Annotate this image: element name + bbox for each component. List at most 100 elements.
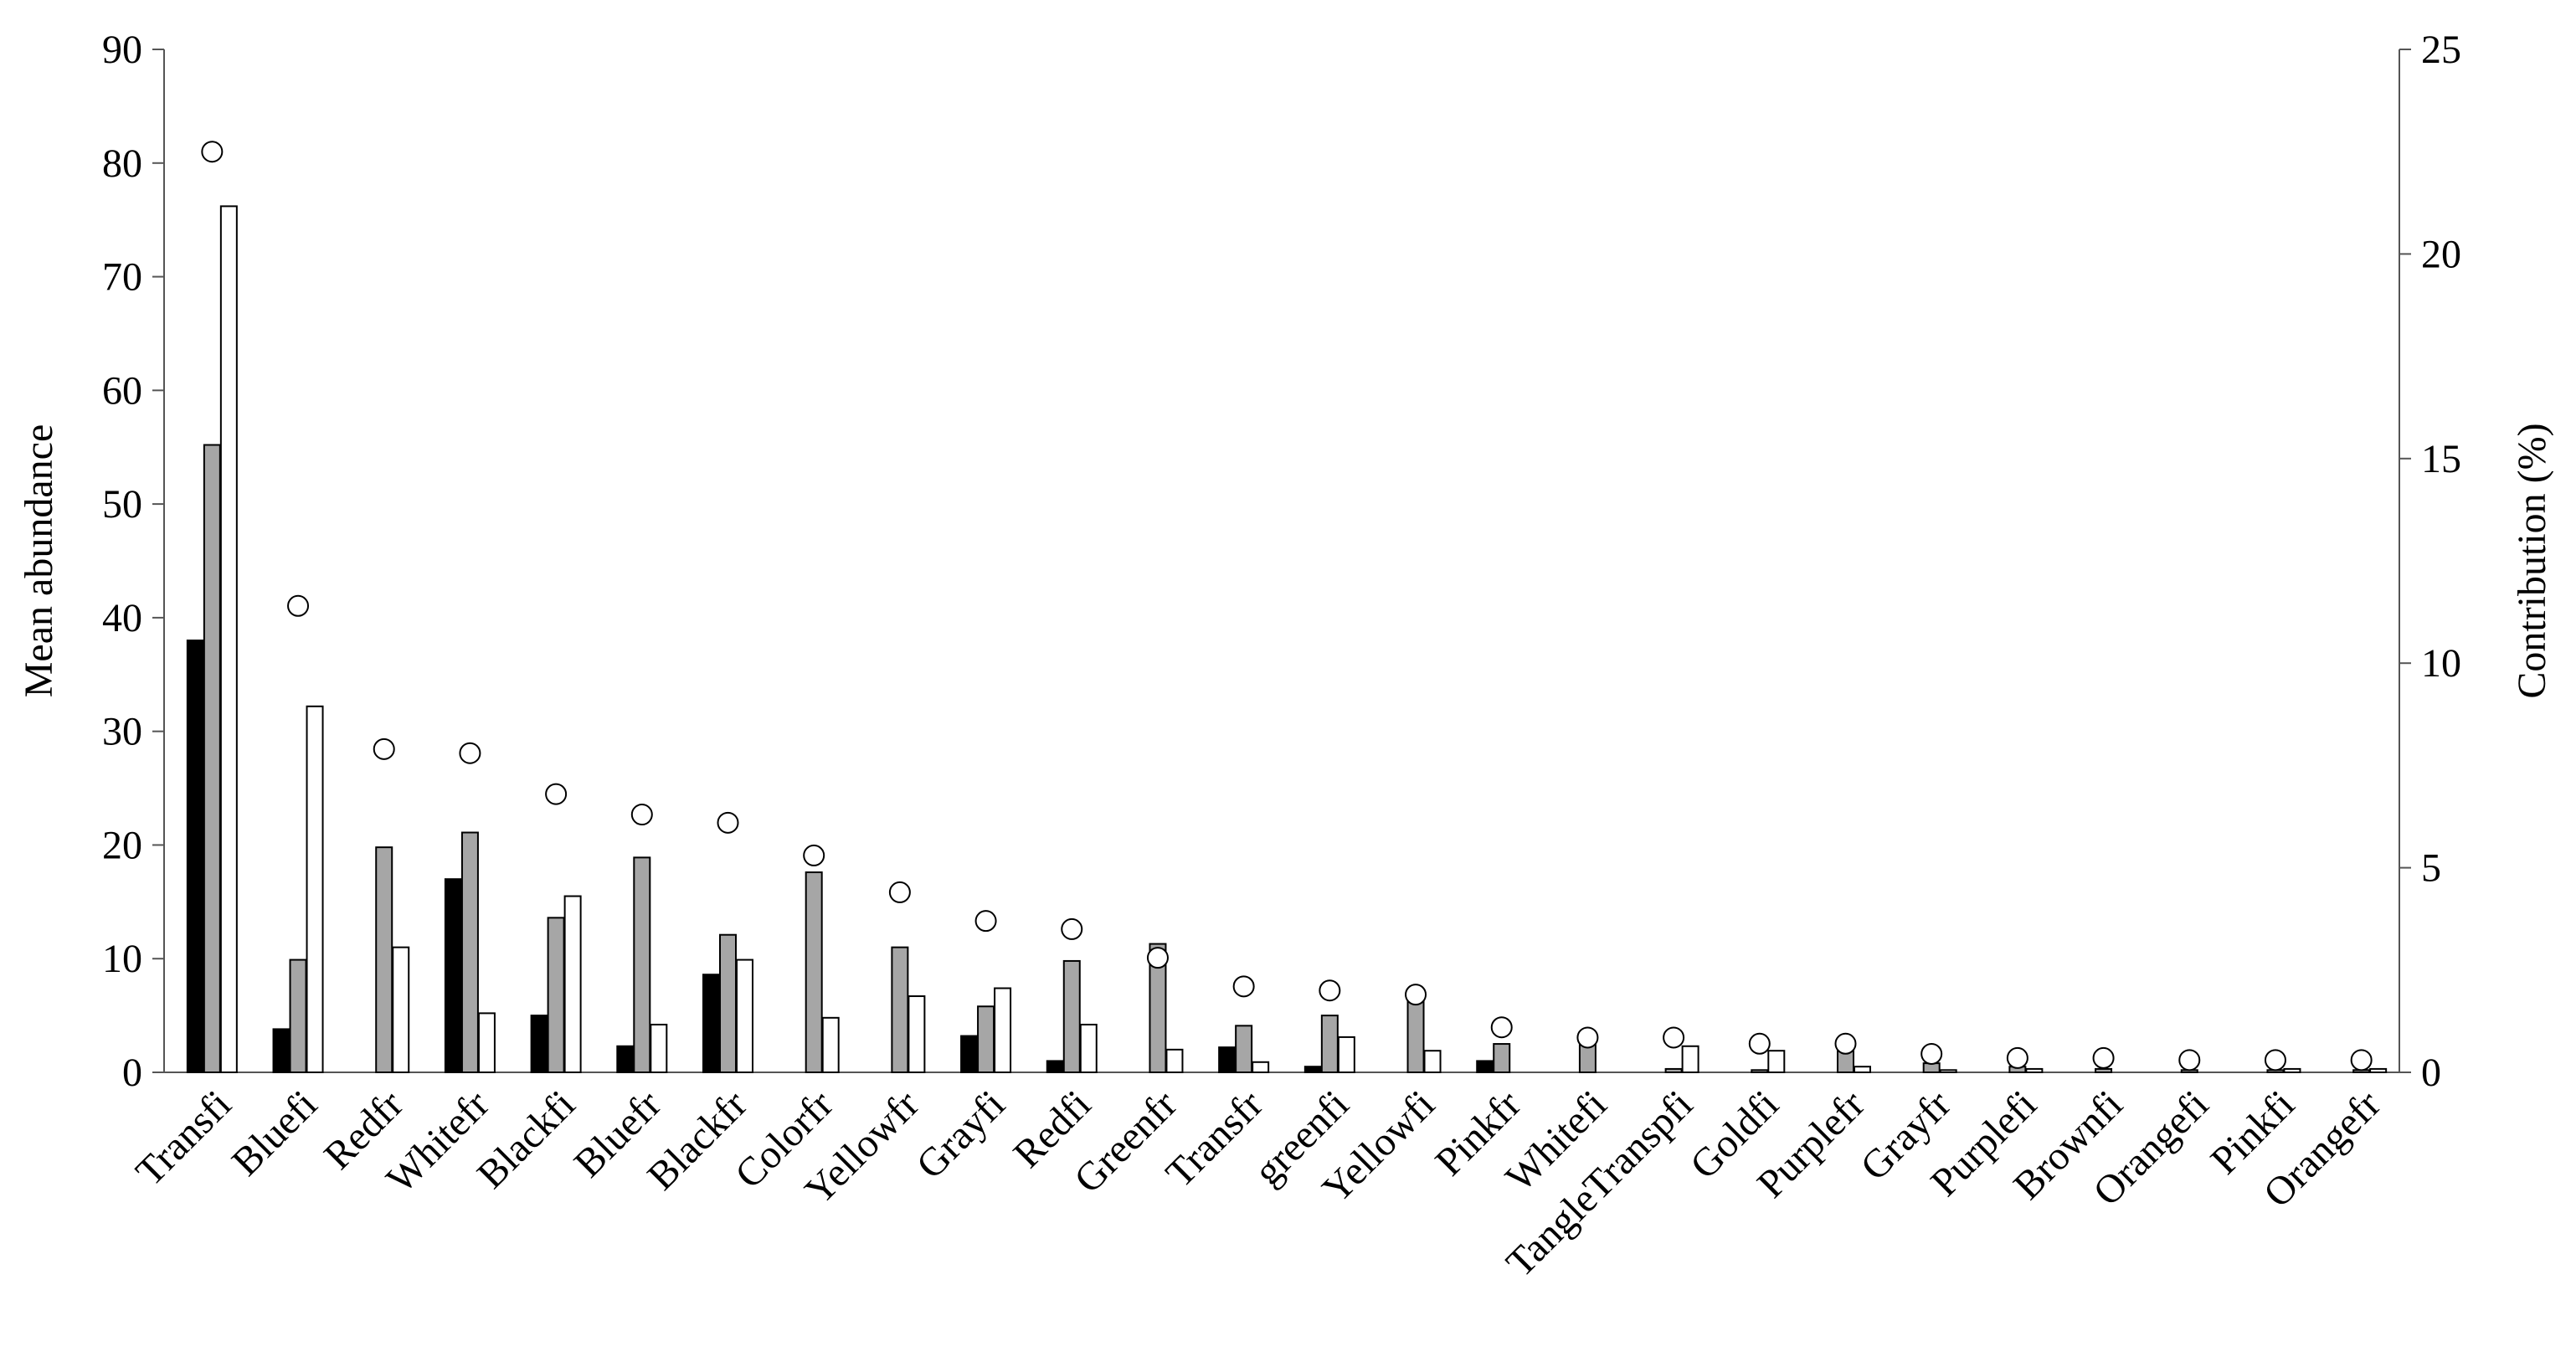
contribution-point: [2264, 1049, 2286, 1072]
contribution-point: [201, 141, 224, 163]
bar: [702, 974, 720, 1073]
bar: [1046, 1060, 1064, 1074]
bar: [736, 958, 753, 1073]
bar: [1681, 1045, 1699, 1074]
contribution-point: [545, 783, 568, 805]
bar: [1664, 1067, 1683, 1073]
bar: [2369, 1067, 2388, 1073]
bar: [1235, 1025, 1253, 1073]
contribution-point: [803, 844, 825, 866]
bar: [821, 1016, 840, 1073]
y-tick-label: 0: [122, 1051, 142, 1095]
bar: [563, 895, 582, 1073]
bar: [1218, 1046, 1237, 1074]
contribution-point: [1490, 1016, 1513, 1039]
contribution-point: [1061, 917, 1083, 940]
contribution-point: [1748, 1032, 1771, 1055]
bar: [1337, 1036, 1355, 1074]
bar: [960, 1035, 979, 1074]
x-tick-label: Blackfr: [639, 1082, 755, 1199]
bar: [1939, 1069, 1957, 1073]
contribution-point: [373, 737, 395, 760]
bar: [289, 958, 307, 1073]
y2-tick-label: 25: [2421, 28, 2461, 72]
contribution-point: [1405, 984, 1427, 1006]
bar: [1493, 1043, 1511, 1073]
contribution-point: [2092, 1046, 2115, 1069]
bar: [477, 1012, 496, 1073]
bar: [891, 946, 909, 1073]
contribution-point: [888, 881, 911, 903]
y-tick-label: 20: [102, 823, 142, 867]
x-tick-label: Grayfi: [908, 1082, 1014, 1188]
bar: [1062, 959, 1081, 1073]
contribution-point: [459, 742, 481, 764]
bar: [633, 856, 651, 1073]
bar: [306, 705, 324, 1073]
y-tick-label: 10: [102, 937, 142, 981]
contribution-point: [287, 594, 310, 617]
y-tick-label: 50: [102, 482, 142, 527]
x-tick-label: Transfi: [127, 1082, 239, 1195]
contribution-point: [2350, 1049, 2373, 1072]
contribution-point: [1834, 1032, 1857, 1055]
bar: [1476, 1060, 1494, 1074]
y2-tick-label: 15: [2421, 437, 2461, 481]
contribution-point: [630, 804, 653, 826]
bar: [650, 1023, 668, 1074]
bar: [1165, 1048, 1184, 1074]
contribution-point: [1663, 1026, 1685, 1049]
bar: [719, 933, 737, 1073]
x-tick-label: Bluefi: [224, 1082, 326, 1185]
bar: [1149, 943, 1167, 1074]
contribution-point: [2006, 1046, 2028, 1069]
y-tick-label: 30: [102, 710, 142, 754]
y-tick-label: 90: [102, 28, 142, 72]
contribution-point: [1146, 947, 1169, 969]
bar: [203, 444, 221, 1073]
bar: [1303, 1066, 1322, 1073]
bar: [908, 995, 926, 1074]
y-tick-label: 80: [102, 141, 142, 186]
bar: [186, 640, 204, 1073]
y-axis-title: Mean abundance: [17, 424, 61, 698]
bar: [219, 205, 238, 1074]
bar: [977, 1005, 995, 1074]
bar: [1423, 1050, 1442, 1074]
bar: [616, 1045, 635, 1074]
bar: [1406, 996, 1425, 1074]
bar: [1854, 1066, 1871, 1073]
y2-axis-title: Contribution (%): [2510, 423, 2554, 698]
bar: [272, 1028, 291, 1073]
bar: [547, 917, 565, 1073]
bar: [1079, 1023, 1098, 1074]
y2-tick-label: 20: [2421, 232, 2461, 276]
x-tick-label: Blackfi: [469, 1082, 584, 1197]
contribution-point: [1319, 979, 1341, 1002]
contribution-point: [1576, 1026, 1599, 1049]
bar: [805, 871, 823, 1074]
bar: [444, 878, 462, 1073]
contribution-point: [2178, 1049, 2201, 1072]
bar: [994, 987, 1012, 1073]
y2-tick-label: 10: [2421, 641, 2461, 686]
y2-tick-label: 0: [2421, 1051, 2441, 1095]
bar: [460, 831, 479, 1074]
contribution-point: [1920, 1043, 1943, 1066]
contribution-point: [1232, 975, 1255, 998]
bar: [375, 846, 393, 1073]
contribution-point: [974, 910, 997, 933]
bar: [1252, 1061, 1270, 1074]
contribution-point: [717, 811, 739, 834]
bar: [1767, 1050, 1786, 1074]
y-tick-label: 40: [102, 596, 142, 640]
y-tick-label: 70: [102, 255, 142, 300]
bar: [1320, 1015, 1339, 1073]
bar: [530, 1015, 548, 1073]
y-tick-label: 60: [102, 368, 142, 413]
bar: [2025, 1067, 2044, 1073]
y2-tick-label: 5: [2421, 846, 2441, 891]
bar: [2283, 1067, 2301, 1073]
bar: [1751, 1069, 1769, 1073]
